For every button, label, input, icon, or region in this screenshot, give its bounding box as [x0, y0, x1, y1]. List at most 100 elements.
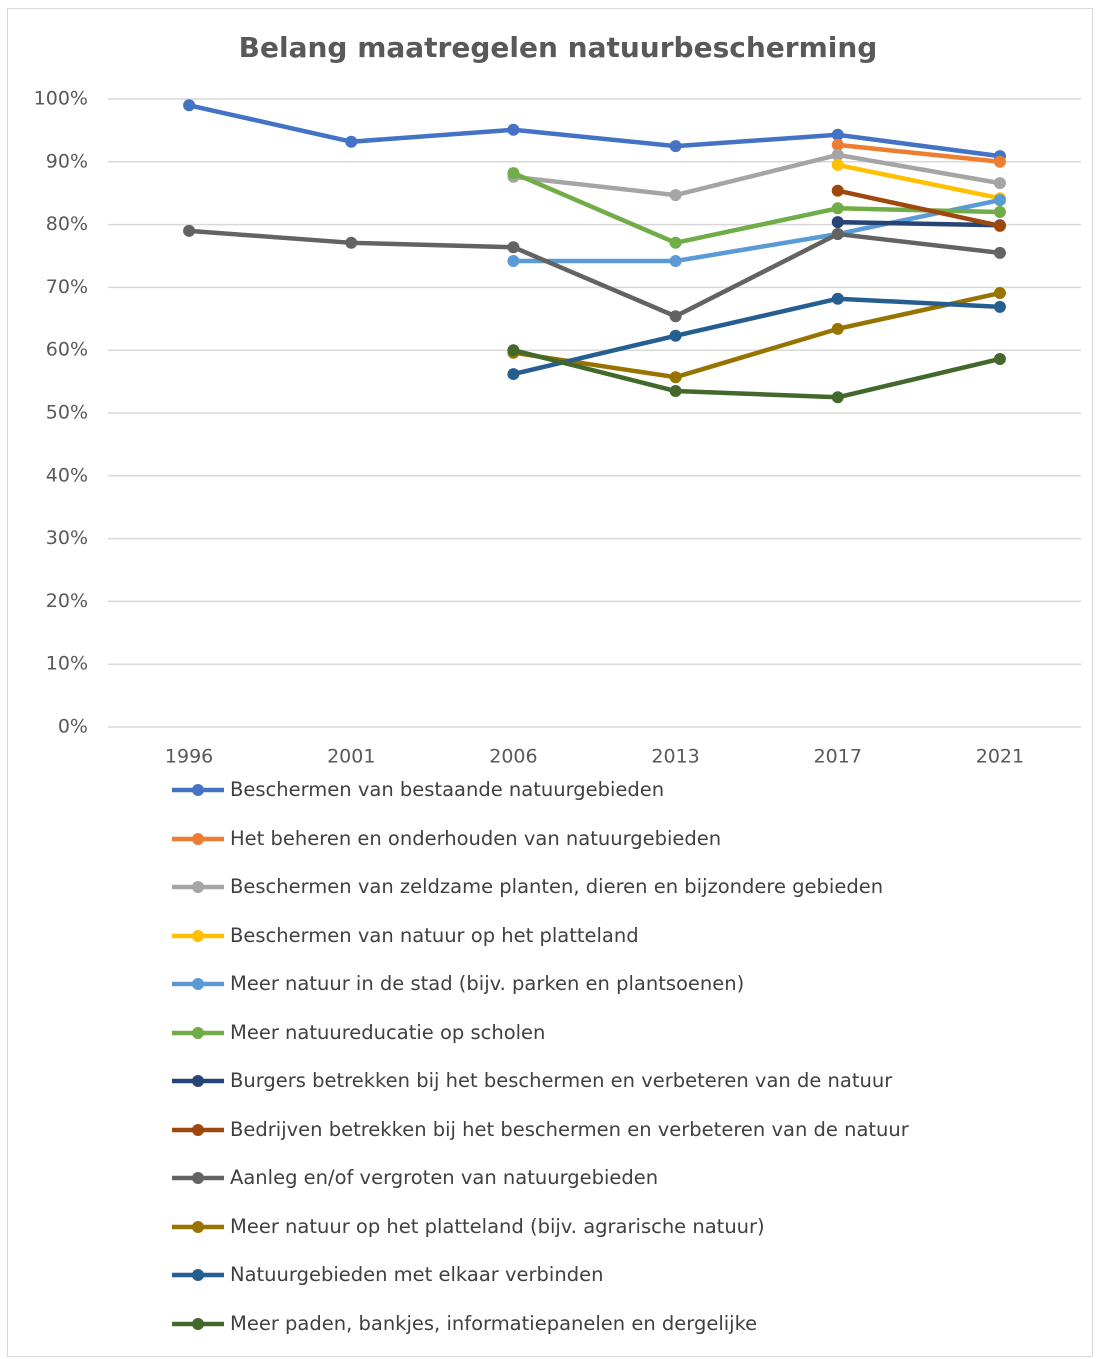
data-point	[831, 216, 844, 229]
data-point	[831, 128, 844, 141]
legend-item: Meer natuureducatie op scholen	[170, 1017, 970, 1066]
series-line	[837, 219, 1000, 228]
data-point	[993, 206, 1006, 219]
legend-label: Meer natuur in de stad (bijv. parken en …	[230, 972, 745, 995]
legend-label: Meer natuureducatie op scholen	[230, 1020, 546, 1044]
legend-item: Meer paden, bankjes, informatiepanelen e…	[170, 1308, 970, 1357]
series-line	[512, 296, 1001, 377]
legend-icon	[172, 1269, 224, 1281]
legend-icon	[172, 881, 224, 893]
data-point	[507, 255, 520, 268]
data-point	[669, 140, 682, 153]
legend-icon	[172, 929, 224, 942]
y-tick-label: 30%	[46, 527, 88, 549]
legend-item: Meer natuur in de stad (bijv. parken en …	[170, 968, 970, 1017]
y-tick-label: 100%	[34, 88, 88, 110]
series-line	[837, 188, 1001, 229]
data-point	[831, 322, 844, 335]
legend-icon	[172, 1026, 224, 1039]
data-point	[183, 99, 196, 112]
legend-label: Meer paden, bankjes, informatiepanelen e…	[230, 1311, 758, 1335]
data-point	[993, 287, 1006, 300]
legend-icon	[172, 1075, 224, 1087]
data-point	[669, 329, 682, 342]
y-tick-label: 0%	[58, 716, 88, 738]
legend-item: Beschermen van natuur op het platteland	[170, 920, 970, 969]
legend-icon	[172, 1220, 224, 1233]
legend-item: Burgers betrekken bij het beschermen en …	[170, 1065, 970, 1114]
y-tick-label: 50%	[46, 402, 88, 424]
x-tick-label: 2021	[976, 746, 1024, 768]
data-point	[993, 352, 1006, 365]
series-line	[513, 152, 1001, 198]
data-point	[507, 167, 520, 180]
legend-label: Aanleg en/of vergroten van natuurgebiede…	[230, 1166, 659, 1189]
legend-item: Beschermen van bestaande natuurgebieden	[170, 774, 970, 823]
series-line	[513, 290, 1001, 380]
series-line	[837, 162, 1001, 201]
chart-frame	[7, 8, 1093, 1357]
legend-item: Meer natuur op het platteland (bijv. agr…	[170, 1211, 970, 1260]
data-point	[507, 241, 520, 254]
data-point	[831, 202, 844, 215]
legend-label: Meer natuur op het platteland (bijv. agr…	[230, 1214, 765, 1238]
legend-label: Bedrijven betrekken bij het beschermen e…	[230, 1117, 909, 1141]
legend: Beschermen van bestaande natuurgebieden H…	[170, 774, 970, 1356]
x-tick-label: 1996	[165, 746, 213, 768]
y-tick-label: 90%	[46, 150, 88, 172]
y-tick-label: 40%	[46, 464, 88, 486]
y-tick-label: 80%	[46, 213, 88, 235]
data-point	[669, 236, 682, 249]
data-point	[345, 135, 358, 148]
y-tick-label: 60%	[46, 339, 88, 361]
data-point	[831, 148, 844, 161]
legend-label: Beschermen van natuur op het platteland	[230, 923, 639, 947]
data-point	[345, 236, 358, 249]
legend-icon	[172, 784, 224, 796]
legend-marker	[192, 1317, 204, 1330]
data-point	[831, 184, 844, 197]
data-point	[669, 189, 682, 202]
chart-title: Belang maatregelen natuurbescherming	[239, 31, 878, 64]
legend-label: Beschermen van bestaande natuurgebieden	[230, 778, 665, 801]
data-point	[993, 219, 1006, 232]
data-point	[993, 246, 1006, 259]
data-point	[831, 292, 844, 305]
data-point	[831, 138, 844, 151]
series-line	[513, 197, 1001, 264]
legend-marker	[192, 881, 204, 893]
y-tick-label: 10%	[46, 653, 88, 675]
data-point	[183, 224, 196, 237]
legend-item: Aanleg en/of vergroten van natuurgebiede…	[170, 1162, 970, 1211]
data-point	[993, 177, 1006, 190]
series-line	[188, 103, 1001, 159]
data-point	[669, 385, 682, 398]
legend-marker	[192, 929, 204, 942]
series-line	[188, 228, 1001, 319]
series-line	[837, 142, 1001, 165]
legend-marker	[192, 1075, 204, 1087]
legend-icon	[172, 1172, 224, 1184]
legend-marker	[192, 784, 204, 796]
legend-marker	[192, 1172, 204, 1184]
legend-item: Natuurgebieden met elkaar verbinden	[170, 1259, 970, 1308]
legend-marker	[192, 978, 204, 990]
legend-label: Natuurgebieden met elkaar verbinden	[230, 1263, 604, 1286]
x-tick-label: 2017	[814, 746, 862, 768]
data-point	[669, 310, 682, 323]
legend-marker	[192, 1123, 204, 1136]
data-point	[993, 155, 1006, 168]
legend-label: Beschermen van zeldzame planten, dieren …	[230, 875, 884, 898]
y-tick-label: 70%	[46, 276, 88, 298]
legend-marker	[192, 1269, 204, 1281]
data-point	[507, 368, 520, 381]
legend-item: Bedrijven betrekken bij het beschermen e…	[170, 1114, 970, 1163]
data-point	[993, 194, 1006, 207]
x-tick-label: 2001	[327, 746, 375, 768]
legend-icon	[172, 832, 224, 845]
data-point	[669, 255, 682, 268]
data-point	[831, 228, 844, 241]
legend-label: Burgers betrekken bij het beschermen en …	[230, 1069, 893, 1092]
legend-marker	[192, 832, 204, 845]
legend-icon	[172, 1123, 224, 1136]
